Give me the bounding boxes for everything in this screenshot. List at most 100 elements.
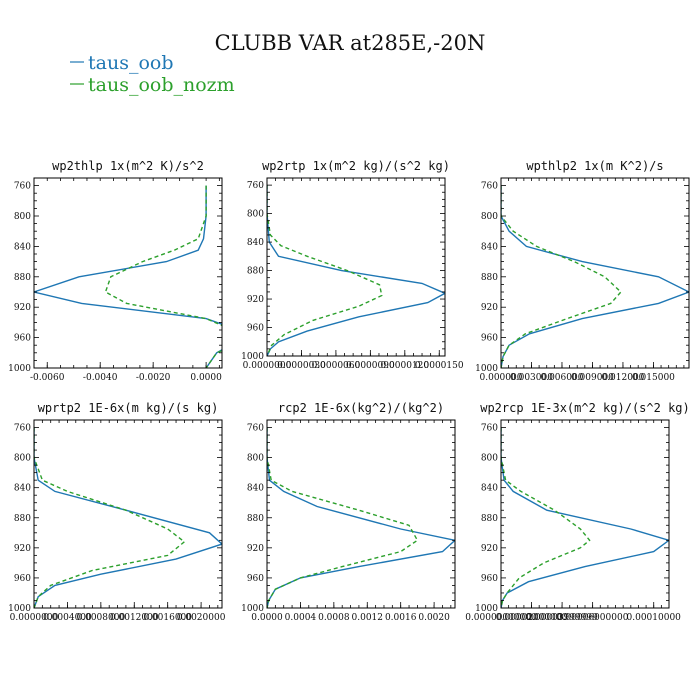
panel-4: wprtp2 1E-6x(m kg)/(s kg) 760 800 840 880 920… [8,401,226,623]
plot-frame [266,419,456,609]
x-tick-label: -0.0060 [30,373,65,383]
panel-2: wp2rtp 1x(m^2 kg)/(s^2 kg) 760 800 840 880 92… [241,159,464,371]
y-tick-label: 840 [14,484,31,494]
y-tick-label: 960 [247,324,264,334]
y-tick-label: 760 [14,182,31,192]
x-tick-label: 0.012000 [601,373,644,383]
y-tick-label: 920 [481,544,498,554]
y-tick-label: 880 [247,514,264,524]
plot-frame [266,177,446,357]
y-tick-label: 760 [481,182,498,192]
x-tick-label: 0.0012000 [110,613,159,623]
x-tick-label: 0.0020 [418,613,450,623]
y-tick-label: 960 [14,574,31,584]
y-tick-label: 760 [14,424,31,434]
series-line-taus-oob-nozm [267,427,419,608]
x-tick-label: 0.0000150 [415,361,464,371]
x-tick-label: 0.006000 [540,373,583,383]
y-tick-label: 800 [247,454,264,464]
y-tick-label: 1000 [8,604,31,614]
series-line-taus-oob [501,427,669,608]
panel-3: wpthlp2 1x(m K^2)/s 760 800 840 880 920 960 100… [475,159,690,383]
y-tick-label: 840 [247,484,264,494]
plot-frame [500,177,690,369]
y-tick-label: 880 [247,267,264,277]
y-tick-label: 880 [481,273,498,283]
x-tick-label: 0.0004 [285,613,317,623]
y-tick-label: 760 [247,424,264,434]
x-tick-label: 0.0016 [385,613,417,623]
y-tick-label: 800 [247,210,264,220]
panel-1: wp2thlp 1x(m^2 K)/s^2 760 800 840 880 920 960 1… [8,159,223,383]
series-line-taus-oob [267,185,445,356]
y-tick-label: 960 [481,334,498,344]
x-tick-label: 0.0000000 [10,613,59,623]
panel-title: wp2rtp 1x(m^2 kg)/(s^2 kg) [262,159,450,173]
x-tick-label: 0.00000000000 [465,613,537,623]
y-tick-label: 760 [247,181,264,191]
y-tick-label: 920 [481,303,498,313]
x-tick-label: 0.0008000 [77,613,126,623]
panel-title: rcp2 1E-6x(kg^2)/(kg^2) [278,401,444,415]
series-line-taus-oob-nozm [34,427,186,608]
x-tick-label: 0.0020000 [177,613,226,623]
series-line-taus-oob [34,427,222,608]
legend-label-taus-oob: taus_oob [88,52,174,74]
plot-frame [33,419,223,609]
y-tick-label: 1000 [475,604,498,614]
y-tick-label: 1000 [241,604,264,614]
y-tick-label: 840 [481,484,498,494]
x-tick-label: 0.0000000 [243,361,292,371]
y-tick-label: 960 [14,334,31,344]
legend: taus_oob taus_oob_nozm [70,52,235,96]
panels: wp2thlp 1x(m^2 K)/s^2 760 800 840 880 920 960 1… [8,159,690,623]
x-tick-label: 0.00006000000 [557,613,629,623]
y-tick-label: 800 [14,212,31,222]
y-tick-label: 800 [481,212,498,222]
y-tick-label: 840 [14,242,31,252]
y-tick-label: 920 [14,303,31,313]
panel-5: rcp2 1E-6x(kg^2)/(kg^2) 760 800 840 880 920 96… [241,401,456,623]
panel-title: wp2thlp 1x(m^2 K)/s^2 [52,159,204,173]
x-tick-label: 0.0012 [352,613,384,623]
x-tick-label: 0.009000 [571,373,614,383]
y-tick-label: 1000 [475,364,498,374]
series-line-taus-oob [34,185,222,368]
y-tick-label: 960 [247,574,264,584]
x-tick-label: 0.0008 [318,613,350,623]
panel-title: wpthlp2 1x(m K^2)/s [526,159,663,173]
x-tick-label: 0.0000 [251,613,283,623]
x-tick-label: 0.00003999999 [526,613,598,623]
x-tick-label: 0.0016000 [143,613,192,623]
series-line-taus-oob-nozm [501,427,591,608]
panel-6: wp2rcp 1E-3x(m^2 kg)/(s^2 kg) 760 800 840 88… [465,401,690,623]
y-tick-label: 1000 [241,352,264,362]
x-tick-label: 0.00010000 [627,613,682,623]
x-tick-label: 0.0000030 [277,361,326,371]
y-tick-label: 880 [481,514,498,524]
y-tick-label: 880 [14,273,31,283]
y-tick-label: 840 [481,242,498,252]
x-tick-label: 0.0000090 [346,361,395,371]
y-tick-label: 800 [481,454,498,464]
series-line-taus-oob-nozm [267,185,383,356]
panel-title: wp2rcp 1E-3x(m^2 kg)/(s^2 kg) [480,401,690,415]
x-tick-label: 0.0000 [190,373,222,383]
x-tick-label: 0.00002000000 [496,613,568,623]
x-tick-label: -0.0040 [83,373,118,383]
panel-title: wprtp2 1E-6x(m kg)/(s kg) [38,401,219,415]
y-tick-label: 760 [481,424,498,434]
y-tick-label: 920 [14,544,31,554]
y-tick-label: 920 [247,295,264,305]
series-line-taus-oob [501,185,689,368]
x-tick-label: 0.0000120 [380,361,429,371]
y-tick-label: 920 [247,544,264,554]
plot-frame [500,419,670,609]
x-tick-label: 0.0004000 [43,613,92,623]
x-tick-label: 0.003000 [510,373,553,383]
legend-label-taus-oob-nozm: taus_oob_nozm [88,74,235,96]
y-tick-label: 840 [247,238,264,248]
x-tick-label: 0.000000 [480,373,523,383]
figure-title: CLUBB VAR at285E,-20N [215,31,486,55]
